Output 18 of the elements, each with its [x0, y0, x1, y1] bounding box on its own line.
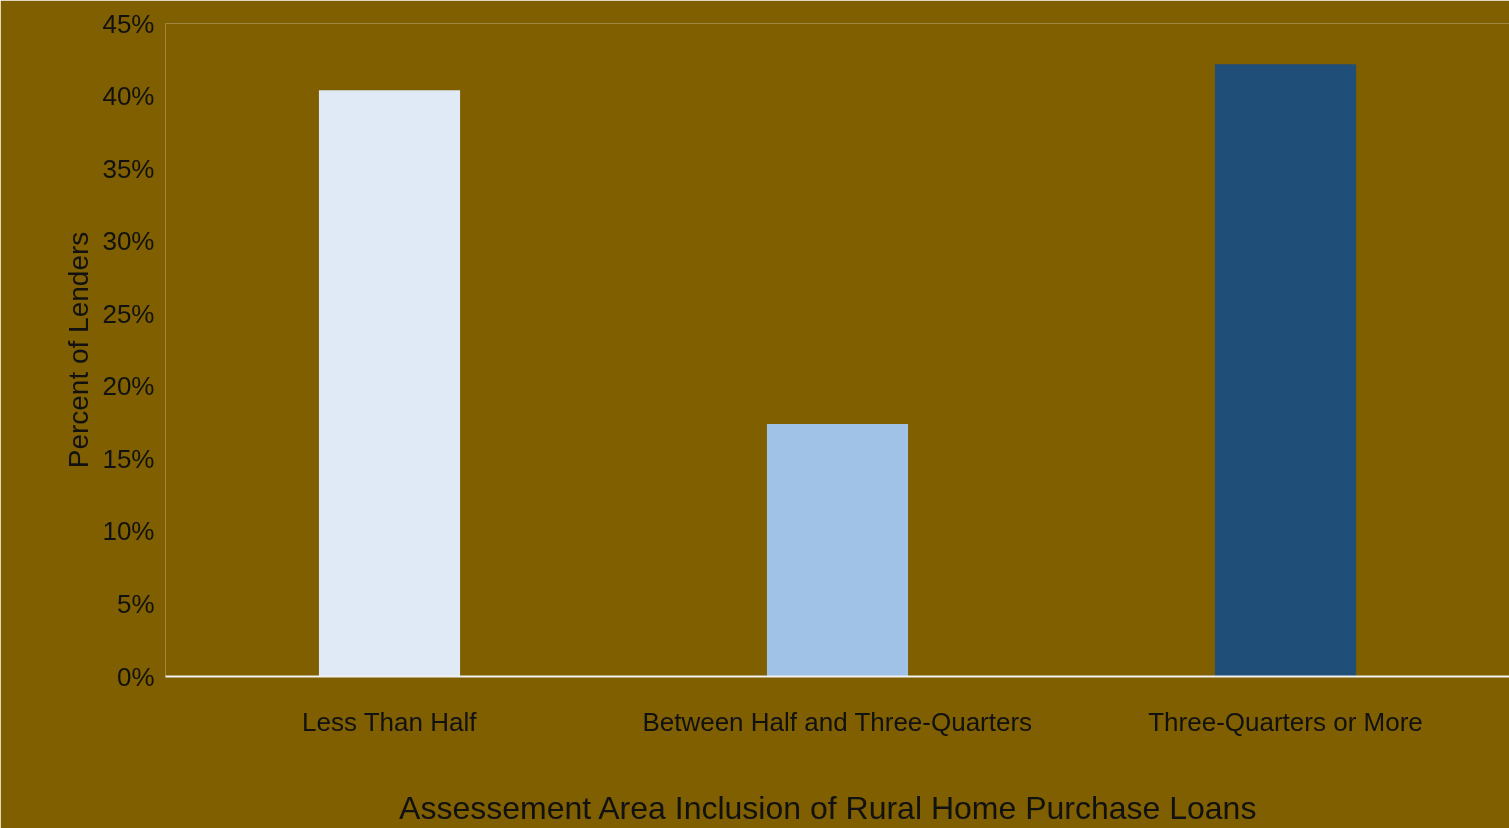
y-axis-title: Percent of Lenders: [63, 231, 95, 469]
y-tick-label: 0%: [116, 661, 155, 692]
y-tick-label: 45%: [102, 8, 155, 39]
x-tick-label: Three-Quarters or More: [1148, 706, 1423, 737]
y-tick-label: 40%: [102, 81, 155, 112]
x-axis-title: Assessement Area Inclusion of Rural Home Purchase Loans: [399, 789, 1257, 826]
y-tick-label: 25%: [102, 298, 155, 329]
bar: [766, 424, 909, 677]
y-tick-label: 10%: [102, 516, 155, 547]
x-tick-label: Less Than Half: [302, 706, 478, 737]
y-tick-label: 30%: [102, 226, 155, 257]
bar: [1214, 64, 1357, 677]
y-tick-label: 35%: [102, 153, 155, 184]
y-tick-label: 15%: [102, 443, 155, 474]
x-tick-label: Between Half and Three-Quarters: [642, 706, 1033, 737]
bar: [318, 90, 461, 677]
y-tick-label: 20%: [102, 371, 155, 402]
y-tick-label: 5%: [116, 588, 155, 619]
